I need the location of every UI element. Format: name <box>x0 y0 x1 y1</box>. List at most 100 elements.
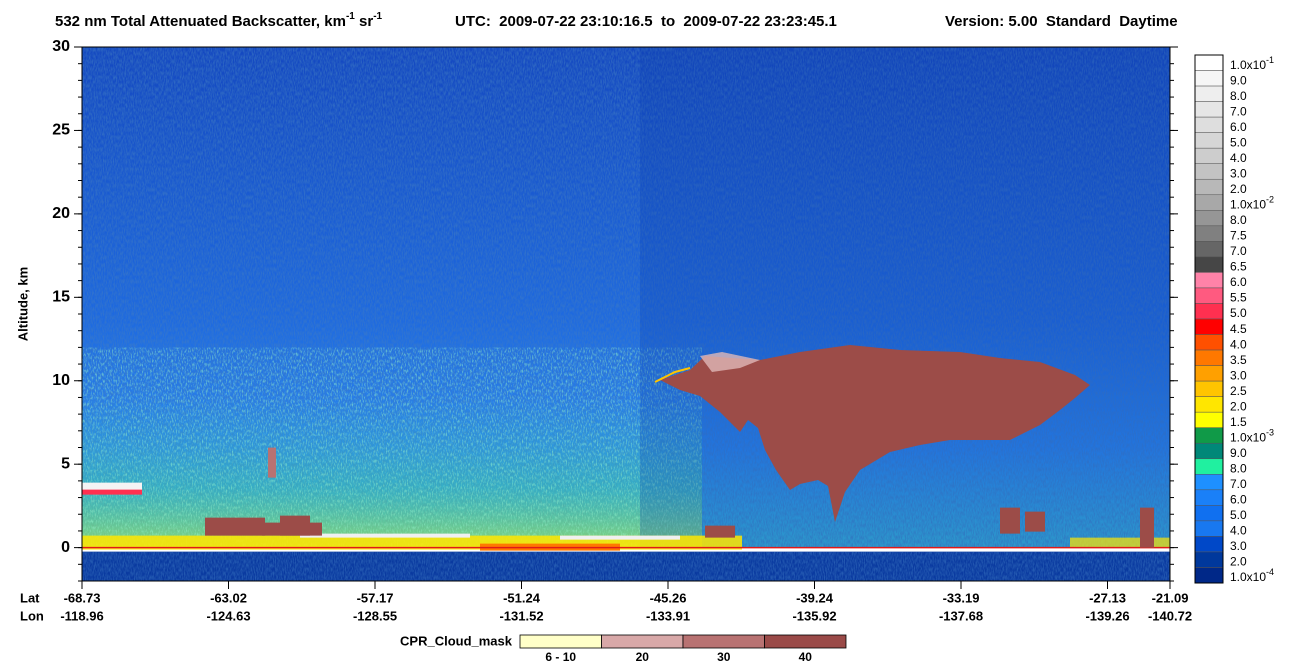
lat-label: -27.13 <box>1089 590 1126 605</box>
colorbar-swatch <box>1194 287 1224 304</box>
colorbar-swatch <box>1194 132 1224 149</box>
subsurface-speckle <box>82 551 1170 581</box>
colorbar-swatch <box>1194 256 1224 273</box>
lon-label: -137.68 <box>939 608 983 623</box>
colorbar-label: 8.0 <box>1230 213 1247 227</box>
colorbar-swatch <box>1194 474 1224 491</box>
colorbar-label: 2.0 <box>1230 555 1247 569</box>
colorbar-swatch <box>1194 536 1224 553</box>
lat-label: -45.26 <box>650 590 687 605</box>
colorbar-label-text: 7.0 <box>1230 105 1247 119</box>
y-tick-label: 5 <box>61 455 70 472</box>
title-version: Version: 5.00 Standard Daytime <box>945 13 1178 30</box>
colorbar-label: 1.0x10-4 <box>1230 568 1274 585</box>
colorbar-label-text: 8.0 <box>1230 213 1247 227</box>
colorbar-swatch <box>1194 272 1224 289</box>
colorbar-label-text: 9.0 <box>1230 73 1247 87</box>
colorbar-label-text: 2.0 <box>1230 182 1247 196</box>
colorbar-swatch <box>1194 411 1224 428</box>
high-cloud <box>660 345 1090 522</box>
colorbar-swatch <box>1194 520 1224 537</box>
cloud-top-edge <box>700 352 760 372</box>
polar-cloud-white <box>82 482 142 491</box>
lon-label: -124.63 <box>206 608 250 623</box>
cloud-edge <box>654 367 691 383</box>
colorbar-swatch <box>1194 163 1224 180</box>
chart-title: 532 nm Total Attenuated Backscatter, km-… <box>55 11 383 30</box>
curtain-image <box>82 47 1170 581</box>
colorbar-label: 4.0 <box>1230 151 1247 165</box>
colorbar-label-exponent: -3 <box>1266 428 1274 438</box>
colorbar-swatch <box>1194 427 1224 444</box>
colorbar-label-exponent: -4 <box>1266 568 1274 578</box>
y-tick-label: 15 <box>52 289 70 306</box>
colorbar-swatch <box>1194 489 1224 506</box>
lon-label: -139.26 <box>1085 608 1129 623</box>
haze-speckle <box>82 347 702 548</box>
colorbar-label: 1.0x10-3 <box>1230 428 1274 445</box>
colorbar-label: 1.0x10-1 <box>1230 55 1274 72</box>
colorbar-swatch <box>1194 178 1224 196</box>
colorbar-label-text: 6.0 <box>1230 275 1247 289</box>
surface-yellow-right <box>1070 537 1170 548</box>
colorbar-label-text: 3.0 <box>1230 539 1247 553</box>
low-cloud <box>705 525 735 538</box>
polar-cloud-red <box>82 489 142 495</box>
colorbar-label: 2.0 <box>1230 400 1247 414</box>
colorbar-label-text: 7.0 <box>1230 244 1247 258</box>
colorbar-label: 9.0 <box>1230 73 1247 87</box>
colorbar-label-text: 3.0 <box>1230 369 1247 383</box>
colorbar-label-text: 5.0 <box>1230 136 1247 150</box>
colorbar-label-text: 3.0 <box>1230 167 1247 181</box>
colorbar-label: 7.5 <box>1230 229 1247 243</box>
cloud-mask-swatch <box>519 634 602 649</box>
colorbar-label: 3.0 <box>1230 167 1247 181</box>
colorbar-label-text: 2.5 <box>1230 384 1247 398</box>
cloud-mask-title: CPR_Cloud_mask <box>400 633 513 648</box>
colorbar-swatch <box>1194 70 1224 87</box>
lat-label: -51.24 <box>503 590 541 605</box>
lon-row-name: Lon <box>20 608 44 623</box>
colorbar-swatch <box>1194 101 1224 118</box>
lat-row-name: Lat <box>20 590 40 605</box>
cloud-mask-swatch <box>764 634 847 649</box>
colorbar-label: 6.0 <box>1230 120 1247 134</box>
lat-label: -39.24 <box>796 590 834 605</box>
colorbar-label: 5.5 <box>1230 291 1247 305</box>
colorbar-label: 2.5 <box>1230 384 1247 398</box>
lon-label: -135.92 <box>792 608 836 623</box>
colorbar-label: 9.0 <box>1230 446 1247 460</box>
colorbar-swatch <box>1194 380 1224 397</box>
colorbar-label: 7.0 <box>1230 477 1247 491</box>
colorbar-swatch <box>1194 225 1224 242</box>
cloud-mask-label: 6 - 10 <box>545 650 576 664</box>
title-text: 532 nm Total Attenuated Backscatter, km <box>55 13 346 30</box>
colorbar-swatch <box>1194 458 1224 475</box>
colorbar-frame <box>1194 54 1224 584</box>
colorbar-label-exponent: -2 <box>1266 195 1274 205</box>
colorbar-label: 3.5 <box>1230 353 1247 367</box>
colorbar-label: 8.0 <box>1230 462 1247 476</box>
colorbar-label: 2.0 <box>1230 182 1247 196</box>
colorbar-label-text: 1.0x10 <box>1230 570 1266 584</box>
colorbar-label-text: 9.0 <box>1230 446 1247 460</box>
colorbar-label: 6.0 <box>1230 275 1247 289</box>
low-cloud <box>1140 507 1154 548</box>
y-axis-label: Altitude, km <box>15 267 30 341</box>
colorbar-label-text: 6.0 <box>1230 493 1247 507</box>
colorbar-label: 4.0 <box>1230 337 1247 351</box>
colorbar-swatch <box>1194 334 1224 351</box>
title-superscript: -1 <box>346 11 355 22</box>
colorbar-label-text: 4.0 <box>1230 151 1247 165</box>
colorbar-swatch <box>1194 505 1224 522</box>
colorbar-swatch <box>1194 147 1224 164</box>
colorbar-swatch <box>1194 194 1224 211</box>
lat-label: -57.17 <box>357 590 394 605</box>
colorbar-label: 6.0 <box>1230 493 1247 507</box>
colorbar-swatch <box>1194 116 1224 133</box>
colorbar-label: 6.5 <box>1230 260 1247 274</box>
colorbar-label-exponent: -1 <box>1266 55 1274 65</box>
colorbar-label-text: 7.0 <box>1230 477 1247 491</box>
colorbar-label: 5.0 <box>1230 508 1247 522</box>
colorbar-label-text: 8.0 <box>1230 462 1247 476</box>
